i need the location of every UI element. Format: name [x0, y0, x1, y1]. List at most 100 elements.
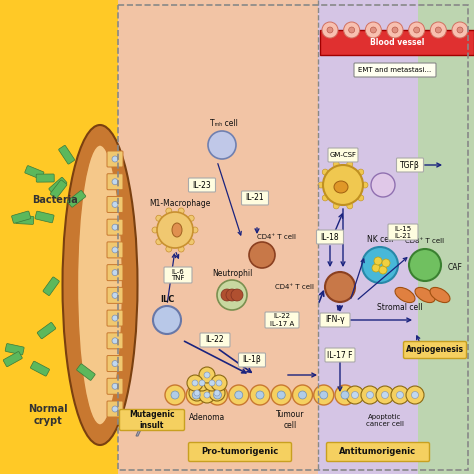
Circle shape	[452, 22, 468, 38]
Circle shape	[322, 22, 338, 38]
Circle shape	[299, 391, 307, 399]
Circle shape	[112, 224, 118, 230]
Circle shape	[361, 386, 379, 404]
Circle shape	[112, 247, 118, 253]
Circle shape	[249, 242, 275, 268]
FancyBboxPatch shape	[16, 216, 34, 224]
Circle shape	[362, 247, 398, 283]
Circle shape	[414, 27, 419, 33]
Text: IL-22: IL-22	[206, 336, 224, 345]
FancyBboxPatch shape	[107, 333, 123, 349]
Text: ILC: ILC	[160, 295, 174, 304]
Text: Neutrophil: Neutrophil	[212, 268, 252, 277]
Circle shape	[112, 315, 118, 321]
Circle shape	[231, 289, 243, 301]
Circle shape	[194, 390, 200, 396]
Circle shape	[333, 161, 339, 167]
Ellipse shape	[430, 287, 450, 302]
FancyBboxPatch shape	[238, 353, 265, 367]
Text: IL-17 F: IL-17 F	[327, 350, 353, 359]
Circle shape	[292, 385, 312, 405]
Text: Tumour
cell: Tumour cell	[276, 410, 304, 430]
Circle shape	[112, 361, 118, 366]
Circle shape	[365, 22, 382, 38]
Circle shape	[208, 131, 236, 159]
Circle shape	[112, 201, 118, 208]
Circle shape	[112, 270, 118, 276]
Circle shape	[199, 380, 205, 386]
FancyBboxPatch shape	[403, 341, 466, 358]
Circle shape	[112, 383, 118, 389]
Ellipse shape	[63, 125, 137, 445]
Ellipse shape	[172, 223, 182, 237]
Circle shape	[362, 182, 368, 188]
Circle shape	[396, 392, 403, 399]
Circle shape	[256, 391, 264, 399]
Text: Stromal cell: Stromal cell	[377, 303, 423, 312]
Circle shape	[188, 239, 194, 245]
FancyArrowPatch shape	[385, 187, 391, 193]
Text: Normal
crypt: Normal crypt	[28, 404, 68, 426]
Text: IL-1β: IL-1β	[243, 356, 261, 365]
Text: GM-CSF: GM-CSF	[329, 152, 356, 158]
Circle shape	[323, 165, 363, 205]
FancyBboxPatch shape	[107, 196, 123, 212]
Circle shape	[391, 386, 409, 404]
FancyBboxPatch shape	[118, 0, 318, 474]
FancyBboxPatch shape	[107, 287, 123, 303]
FancyBboxPatch shape	[189, 443, 292, 462]
Circle shape	[112, 156, 118, 162]
Circle shape	[322, 195, 328, 201]
Text: IL-18: IL-18	[321, 233, 339, 241]
FancyBboxPatch shape	[67, 191, 86, 207]
FancyArrowPatch shape	[224, 147, 231, 155]
Circle shape	[347, 161, 353, 167]
Circle shape	[189, 385, 205, 401]
FancyBboxPatch shape	[43, 277, 59, 296]
Text: CD4⁺ T cell: CD4⁺ T cell	[257, 234, 297, 240]
Text: M1-Macrophage: M1-Macrophage	[149, 200, 210, 209]
FancyBboxPatch shape	[12, 211, 31, 223]
Circle shape	[314, 385, 334, 405]
Circle shape	[112, 406, 118, 412]
Text: TGFβ: TGFβ	[400, 161, 420, 170]
Text: IL-21: IL-21	[246, 193, 264, 202]
Circle shape	[235, 391, 243, 399]
Circle shape	[187, 375, 203, 391]
Circle shape	[153, 306, 181, 334]
Circle shape	[366, 392, 374, 399]
FancyBboxPatch shape	[388, 224, 418, 240]
Ellipse shape	[334, 181, 348, 193]
Text: Angiogenesis: Angiogenesis	[406, 346, 464, 355]
Circle shape	[341, 391, 349, 399]
Circle shape	[204, 375, 220, 391]
FancyBboxPatch shape	[320, 313, 350, 327]
FancyBboxPatch shape	[107, 310, 123, 326]
FancyBboxPatch shape	[320, 30, 474, 55]
FancyArrowPatch shape	[375, 187, 381, 193]
FancyBboxPatch shape	[49, 177, 67, 194]
Circle shape	[358, 169, 364, 175]
Ellipse shape	[415, 287, 435, 302]
Circle shape	[277, 391, 285, 399]
Text: Mutagenic
insult: Mutagenic insult	[129, 410, 175, 430]
Text: Bacteria: Bacteria	[32, 195, 78, 205]
Circle shape	[335, 385, 355, 405]
Text: Pro-tumorigenic: Pro-tumorigenic	[201, 447, 279, 456]
FancyBboxPatch shape	[325, 348, 355, 362]
Text: Apoptotic
cancer cell: Apoptotic cancer cell	[366, 413, 404, 427]
Circle shape	[165, 385, 185, 405]
Text: IL-22
IL-17 A: IL-22 IL-17 A	[270, 313, 294, 327]
FancyBboxPatch shape	[77, 364, 95, 380]
FancyArrowPatch shape	[375, 177, 381, 183]
Circle shape	[226, 289, 238, 301]
FancyArrowPatch shape	[213, 147, 220, 155]
FancyBboxPatch shape	[36, 174, 54, 182]
Text: Antitumorigenic: Antitumorigenic	[339, 447, 417, 456]
FancyBboxPatch shape	[318, 0, 418, 474]
Circle shape	[112, 292, 118, 298]
Circle shape	[204, 372, 210, 378]
Circle shape	[347, 203, 353, 209]
Circle shape	[152, 227, 158, 233]
FancyBboxPatch shape	[418, 0, 474, 474]
